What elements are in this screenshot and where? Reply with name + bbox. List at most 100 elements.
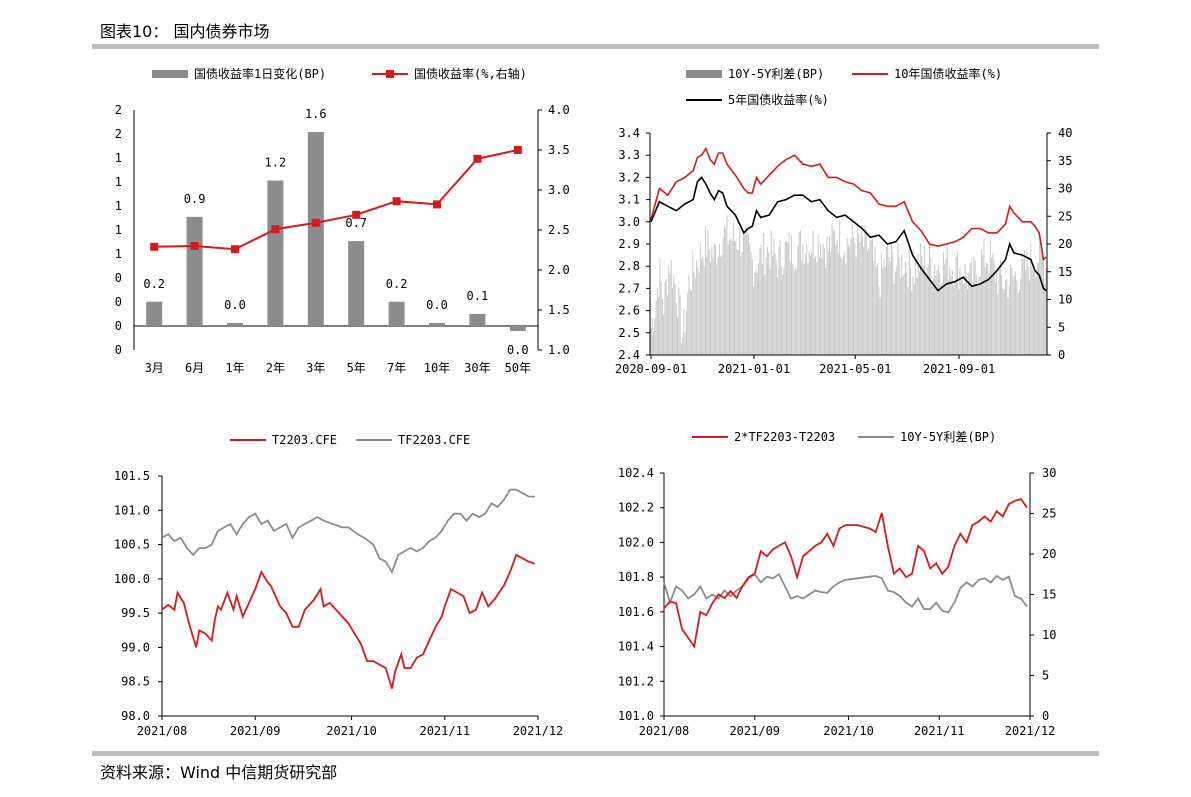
c2-left-tick: 2.8 <box>618 259 640 273</box>
c4-x-tick: 2021/08 <box>639 724 690 738</box>
c1-left-tick: 1 <box>115 199 122 213</box>
c3-x-tick: 2021/08 <box>137 724 188 738</box>
c3-y-tick: 98.0 <box>121 709 150 723</box>
c4-x-tick: 2021/11 <box>914 724 965 738</box>
c2-x-tick: 2021-05-01 <box>819 362 891 376</box>
c4-right-tick: 5 <box>1042 669 1049 683</box>
c1-category-label: 30年 <box>464 361 490 375</box>
c1-yield-point <box>513 146 522 154</box>
c2-left-tick: 3.0 <box>618 215 640 229</box>
c2-right-tick: 15 <box>1058 265 1072 279</box>
c1-yield-point <box>150 242 159 251</box>
c2-right-tick: 35 <box>1058 154 1072 168</box>
c1-yield-point <box>433 200 441 209</box>
c1-yield-point <box>392 197 401 206</box>
c4-right-tick: 10 <box>1042 628 1056 642</box>
c1-yield-point <box>473 154 482 163</box>
c1-bar-label: 0.2 <box>143 277 165 291</box>
c4-right-tick: 20 <box>1042 547 1056 561</box>
c3-legend-t2203-label: T2203.CFE <box>272 433 337 447</box>
c2-x-tick: 2021-01-01 <box>718 362 790 376</box>
c1-right-tick: 3.0 <box>548 183 570 197</box>
c1-category-label: 6月 <box>185 361 204 375</box>
c1-right-tick: 4.0 <box>548 103 570 117</box>
c1-left-tick: 1 <box>115 175 122 189</box>
c2-legend-spread-label: 10Y-5Y利差(BP) <box>728 67 824 81</box>
c4-left-tick: 102.0 <box>618 535 654 549</box>
source-note: 资料来源：Wind 中信期货研究部 <box>100 763 338 782</box>
bottom-divider <box>92 751 1099 756</box>
c1-category-label: 10年 <box>424 361 450 375</box>
c1-bar <box>186 216 203 326</box>
c3-y-tick: 100.0 <box>114 572 150 586</box>
c4-x-tick: 2021/12 <box>1005 724 1056 738</box>
c1-category-label: 2年 <box>266 361 285 375</box>
c3-y-tick: 101.5 <box>114 469 150 483</box>
c1-legend-line-marker <box>386 70 394 78</box>
c4-left-tick: 102.4 <box>618 466 654 480</box>
c4-right-tick: 30 <box>1042 466 1056 480</box>
c1-bar <box>267 180 284 326</box>
c1-bar <box>509 326 526 331</box>
c1-yield-point <box>311 218 320 227</box>
c1-left-tick: 1 <box>115 151 122 165</box>
top-divider <box>92 44 1099 49</box>
c4-right-tick: 25 <box>1042 507 1056 521</box>
c1-left-tick: 0 <box>115 295 122 309</box>
c2-right-tick: 30 <box>1058 182 1072 196</box>
c2-left-tick: 2.9 <box>618 237 640 251</box>
c1-bar <box>388 301 405 326</box>
c1-bar <box>227 323 243 326</box>
c1-bar-label: 0.0 <box>507 343 529 357</box>
c1-bar <box>307 132 324 326</box>
c3-y-tick: 99.5 <box>121 606 150 620</box>
c2-left-tick: 2.6 <box>618 304 640 318</box>
c2-left-tick: 2.7 <box>618 281 640 295</box>
c2-x-tick: 2021-09-01 <box>923 362 995 376</box>
c1-yield-point <box>271 225 280 234</box>
c3-y-tick: 100.5 <box>114 538 150 552</box>
c1-right-tick: 2.0 <box>548 263 570 277</box>
c4-left-tick: 101.2 <box>618 674 654 688</box>
c2-5y-line <box>650 176 1047 292</box>
c4-left-tick: 101.8 <box>618 570 654 584</box>
c2-left-tick: 3.4 <box>618 126 640 140</box>
c4-x-tick: 2021/10 <box>823 724 874 738</box>
c1-left-tick: 1 <box>115 247 122 261</box>
c1-legend-bar-label: 国债收益率1日变化(BP) <box>194 66 326 81</box>
c4-left-tick: 102.2 <box>618 501 654 515</box>
c1-bar <box>146 301 163 326</box>
c1-bar-label: 0.2 <box>386 277 408 291</box>
c1-yield-point <box>190 242 199 250</box>
c1-category-label: 3年 <box>306 361 325 375</box>
c2-right-tick: 5 <box>1058 320 1065 334</box>
c4-left-tick: 101.0 <box>618 709 654 723</box>
c2-left-tick: 3.3 <box>618 148 640 162</box>
c3-y-tick: 101.0 <box>114 503 150 517</box>
c1-left-tick: 0 <box>115 319 122 333</box>
c3-x-tick: 2021/10 <box>326 724 377 738</box>
c1-left-tick: 0 <box>115 343 122 357</box>
c2-right-tick: 10 <box>1058 293 1072 307</box>
c3-y-tick: 98.5 <box>121 675 150 689</box>
figure-title: 图表10： 国内债券市场 <box>100 22 270 41</box>
c4-right-tick: 0 <box>1042 709 1049 723</box>
c1-left-tick: 2 <box>115 127 122 141</box>
c1-bar-label: 1.6 <box>305 107 327 121</box>
c1-category-label: 50年 <box>505 361 531 375</box>
c2-left-tick: 3.2 <box>618 170 640 184</box>
c4-right-tick: 15 <box>1042 588 1056 602</box>
c3-legend-tf2203-label: TF2203.CFE <box>398 433 470 447</box>
c1-bar <box>469 313 486 326</box>
c1-right-tick: 1.0 <box>548 343 570 357</box>
c2-spread-bars <box>650 215 1047 355</box>
c3-y-tick: 99.0 <box>121 640 150 654</box>
c1-left-tick: 2 <box>115 103 122 117</box>
c1-bar-label: 1.2 <box>265 156 287 170</box>
c3-t2203-line <box>161 553 536 689</box>
c1-bar-label: 0.7 <box>345 216 367 230</box>
c4-left-tick: 101.4 <box>618 640 654 654</box>
c1-right-tick: 2.5 <box>548 223 570 237</box>
c1-left-tick: 0 <box>115 271 122 285</box>
